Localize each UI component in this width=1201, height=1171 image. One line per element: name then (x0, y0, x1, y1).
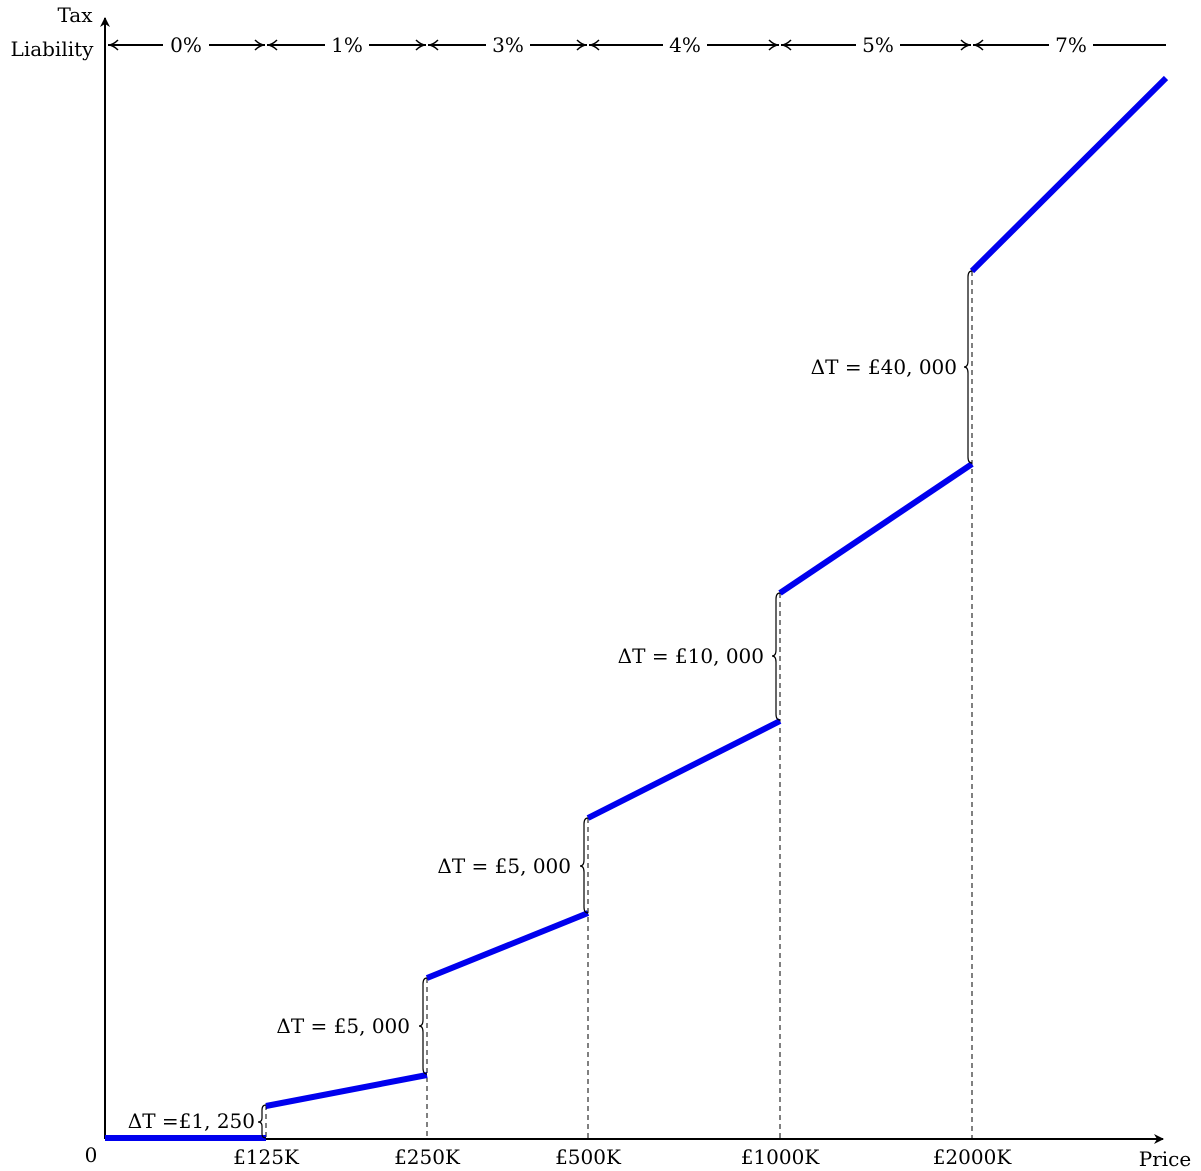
band-label-4: 5% (862, 33, 894, 57)
jump-label-125k: ΔT =£1, 250 (128, 1109, 255, 1133)
threshold-guides (265, 271, 973, 1139)
segment-4pct (586, 718, 782, 821)
jump-label-2000k: ΔT = £40, 000 (811, 355, 957, 379)
tick-label-500k: £500K (555, 1145, 622, 1169)
segment-7pct (969, 75, 1169, 274)
segment-1pct (265, 1072, 428, 1109)
band-label-2: 3% (492, 33, 524, 57)
tick-label-125k: £125K (233, 1145, 300, 1169)
jump-label-1000k: ΔT = £10, 000 (618, 644, 764, 668)
tax-liability-line (105, 75, 1169, 1141)
band-label-0: 0% (170, 33, 202, 57)
tick-label-2000k: £2000K (933, 1145, 1013, 1169)
band-label-1: 1% (331, 33, 363, 57)
band-label-5: 7% (1055, 33, 1087, 57)
jump-label-500k: ΔT = £5, 000 (437, 854, 571, 878)
brace-125k (257, 1104, 267, 1139)
brace-1000k (771, 592, 781, 721)
tick-label-1000k: £1000K (741, 1145, 821, 1169)
threshold-tick-labels: £125K £250K £500K £1000K £2000K (233, 1145, 1012, 1169)
rate-bands: 0% 1% 3% 4% 5% 7% (107, 33, 1166, 57)
y-axis-label-line1: Tax (58, 3, 94, 27)
segment-3pct (425, 910, 590, 981)
jump-braces (257, 270, 973, 1139)
jump-labels: ΔT =£1, 250 ΔT = £5, 000 ΔT = £5, 000 ΔT… (128, 355, 957, 1133)
brace-2000k (963, 270, 973, 464)
tick-label-250k: £250K (394, 1145, 461, 1169)
y-axis-label-line2: Liability (11, 37, 95, 61)
x-axis-label: Price (1139, 1147, 1191, 1171)
jump-label-250k: ΔT = £5, 000 (276, 1014, 410, 1038)
band-label-3: 4% (669, 33, 701, 57)
brace-500k (579, 817, 589, 914)
segment-5pct (778, 461, 974, 596)
brace-250k (418, 977, 428, 1075)
origin-label: 0 (85, 1143, 98, 1167)
